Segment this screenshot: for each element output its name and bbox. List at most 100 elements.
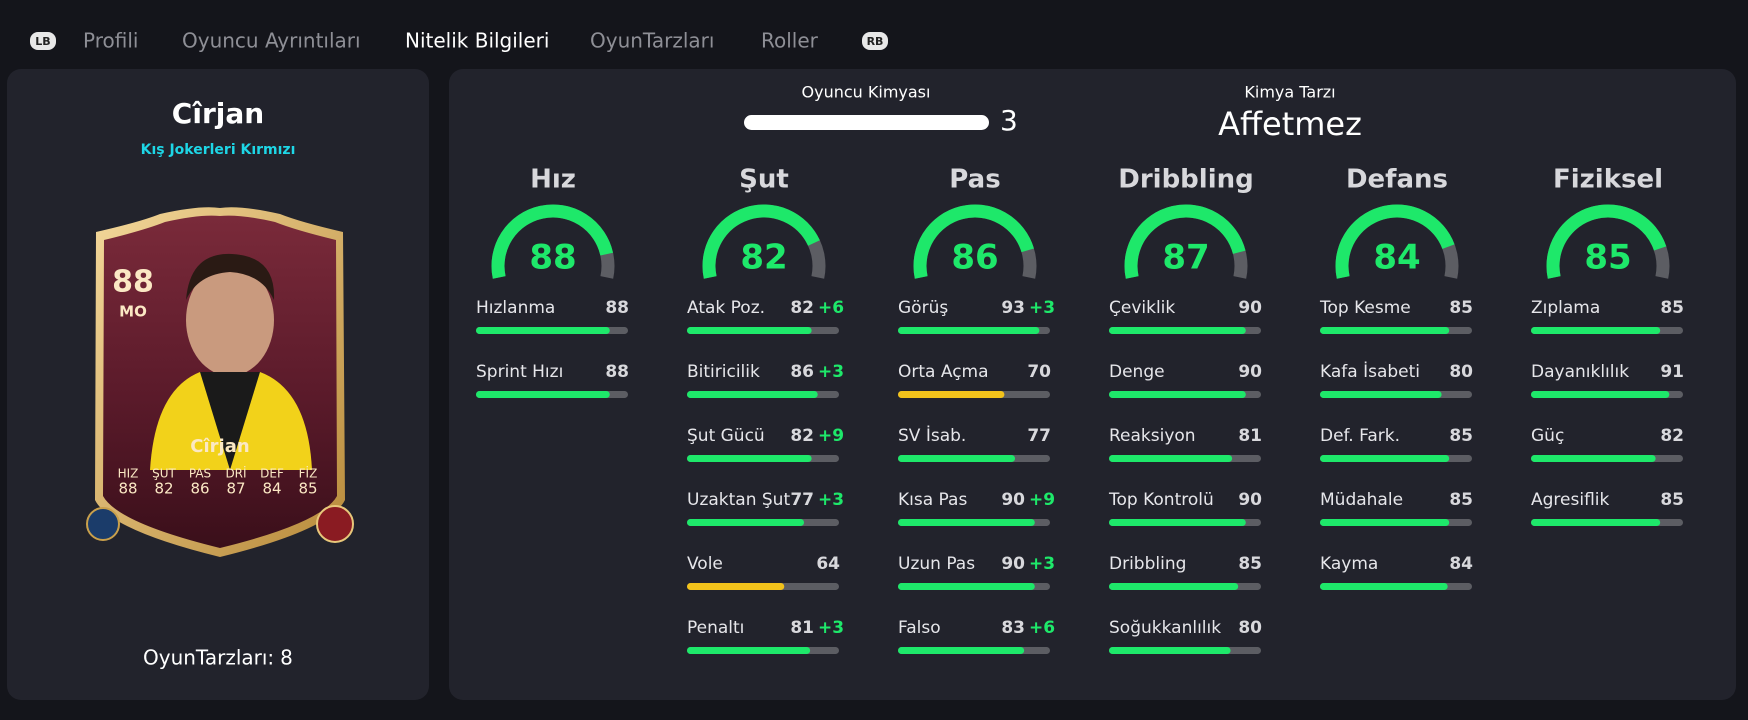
- group-title: Şut: [739, 165, 789, 195]
- chem-badge: [86, 507, 120, 541]
- attribute-boost: +6: [1029, 618, 1055, 638]
- attribute-value: 85: [1660, 298, 1684, 318]
- player-name: Cîrjan: [172, 97, 264, 130]
- card-stat-value: 88: [118, 480, 137, 498]
- attribute-value: 77: [1027, 426, 1051, 446]
- attribute-boost: +3: [818, 618, 844, 638]
- nav-tab[interactable]: Profili: [83, 29, 138, 53]
- group-title: Fiziksel: [1553, 165, 1663, 195]
- attribute-bar: [687, 391, 818, 398]
- attribute-value: 90: [1001, 554, 1025, 574]
- attribute-value: 90: [1238, 490, 1262, 510]
- group-title: Pas: [949, 165, 1000, 195]
- gauge-value: 86: [951, 238, 998, 278]
- attribute-bar: [1531, 327, 1661, 334]
- attribute-bar: [1320, 455, 1450, 462]
- attribute-name: Uzun Pas: [898, 554, 975, 574]
- gauge-fill: [491, 204, 614, 279]
- attribute-bar: [476, 327, 610, 334]
- attribute-name: Denge: [1109, 362, 1165, 382]
- attribute-name: Top Kesme: [1319, 298, 1411, 318]
- attribute-name: Kısa Pas: [898, 490, 967, 510]
- attribute-value: 90: [1001, 490, 1025, 510]
- chemistry-value: 3: [1000, 104, 1018, 137]
- attribute-name: Görüş: [898, 298, 948, 318]
- lb-label: LB: [35, 35, 50, 48]
- gauge-fill: [1124, 204, 1246, 279]
- nav-tab[interactable]: Nitelik Bilgileri: [405, 29, 549, 53]
- attribute-value: 88: [605, 362, 629, 382]
- player-head: [186, 264, 274, 376]
- attribute-value: 80: [1238, 618, 1262, 638]
- attribute-name: Def. Fark.: [1320, 426, 1400, 446]
- attribute-name: Güç: [1531, 426, 1564, 446]
- gauge-value: 82: [740, 238, 787, 278]
- lb-badge[interactable]: [30, 32, 56, 50]
- player-hair: [186, 253, 275, 300]
- playstyles-label: OyunTarzları:: [143, 646, 274, 670]
- attribute-bar: [898, 327, 1040, 334]
- attribute-boost: +6: [818, 298, 844, 318]
- attribute-bar: [687, 647, 811, 654]
- group-title: Hız: [530, 165, 576, 195]
- attribute-bar: [898, 583, 1035, 590]
- shirt-stripe: [200, 372, 260, 470]
- attribute-bar: [1531, 391, 1670, 398]
- attribute-bar: [898, 391, 1005, 398]
- attribute-name: Bitiricilik: [687, 362, 760, 382]
- card-stat-value: 86: [190, 480, 209, 498]
- attribute-value: 64: [816, 554, 840, 574]
- attribute-bar: [898, 519, 1035, 526]
- attribute-bar: [898, 647, 1025, 654]
- attribute-value: 70: [1027, 362, 1051, 382]
- gauge-fill: [913, 204, 1034, 279]
- card-rating: 88: [112, 265, 154, 300]
- attribute-name: Kafa İsabeti: [1320, 361, 1420, 382]
- gauge-fill: [1335, 204, 1455, 279]
- attribute-value: 82: [1660, 426, 1684, 446]
- attribute-name: Uzaktan Şut: [687, 490, 790, 510]
- attribute-value: 84: [1449, 554, 1473, 574]
- attribute-value: 90: [1238, 298, 1262, 318]
- nav-tab[interactable]: Oyuncu Ayrıntıları: [182, 29, 361, 53]
- attribute-bar: [1109, 327, 1246, 334]
- card-stat-value: 85: [298, 480, 317, 498]
- attribute-boost: +3: [818, 490, 844, 510]
- attribute-boost: +3: [1029, 298, 1055, 318]
- nav-tab[interactable]: OyunTarzları: [590, 29, 714, 53]
- attribute-name: Şut Gücü: [687, 426, 765, 446]
- card-stat-label: FİZ: [299, 466, 318, 481]
- attribute-value: 81: [790, 618, 814, 638]
- attribute-bar: [687, 455, 812, 462]
- chemistry-style-label: Kimya Tarzı: [1244, 83, 1335, 102]
- attribute-bar: [1320, 583, 1448, 590]
- gauge-value: 84: [1373, 238, 1420, 278]
- attribute-name: Zıplama: [1531, 298, 1600, 318]
- gauge-fill: [702, 204, 820, 279]
- gauge-value: 88: [529, 238, 576, 278]
- attribute-name: Soğukkanlılık: [1109, 618, 1221, 638]
- attribute-value: 77: [790, 490, 814, 510]
- attribute-value: 83: [1001, 618, 1025, 638]
- card-stat-label: ŞUT: [152, 467, 176, 481]
- rb-label: RB: [867, 35, 884, 48]
- chemistry-style: Affetmez: [1218, 105, 1362, 143]
- attribute-bar: [1109, 519, 1246, 526]
- attribute-value: 91: [1660, 362, 1684, 382]
- rb-badge[interactable]: [862, 32, 888, 50]
- attribute-value: 85: [1449, 490, 1473, 510]
- attribute-bar: [1320, 327, 1450, 334]
- attribute-value: 86: [790, 362, 814, 382]
- attribute-value: 82: [790, 426, 814, 446]
- attribute-name: SV İsab.: [898, 425, 966, 446]
- attribute-value: 85: [1238, 554, 1262, 574]
- attribute-value: 85: [1660, 490, 1684, 510]
- nav-tab[interactable]: Roller: [761, 29, 819, 53]
- attribute-boost: +3: [1029, 554, 1055, 574]
- card-stat-label: HIZ: [118, 467, 139, 481]
- attribute-bar: [1109, 583, 1239, 590]
- attribute-value: 88: [605, 298, 629, 318]
- attribute-name: Reaksiyon: [1109, 426, 1196, 446]
